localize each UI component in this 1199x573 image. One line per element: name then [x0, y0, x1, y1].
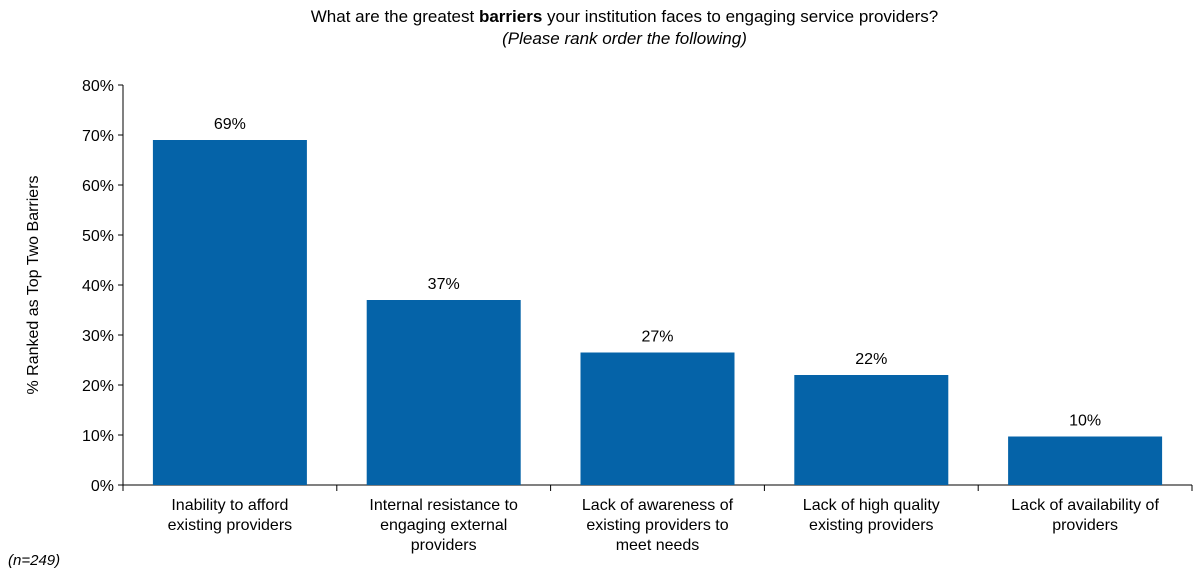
- bar: [1008, 436, 1163, 485]
- data-label: 27%: [641, 329, 673, 346]
- category-label: Lack of high quality existing providers: [803, 497, 940, 534]
- y-axis-label: % Ranked as Top Two Barriers: [25, 175, 42, 394]
- y-tick-label: 80%: [82, 78, 114, 95]
- y-tick-label: 30%: [82, 328, 114, 345]
- y-tick-label: 60%: [82, 178, 114, 195]
- data-label: 37%: [428, 276, 460, 293]
- y-tick-label: 50%: [82, 228, 114, 245]
- bar: [794, 375, 949, 485]
- data-label: 69%: [214, 116, 246, 133]
- sample-size-note: (n=249): [8, 552, 61, 569]
- data-label: 10%: [1069, 413, 1101, 430]
- category-label: Lack of awareness of existing providers t…: [582, 497, 734, 554]
- category-label: Inability to afford existing providers: [168, 497, 293, 534]
- y-tick-label: 40%: [82, 278, 114, 295]
- bar: [366, 300, 521, 485]
- y-tick-label: 70%: [82, 128, 114, 145]
- y-tick-label: 0%: [91, 478, 114, 495]
- y-tick-label: 20%: [82, 378, 114, 395]
- chart-subtitle: (Please rank order the following): [502, 29, 747, 48]
- category-label: Internal resistance to engaging external p…: [369, 497, 518, 554]
- chart-title: What are the greatest barriers your inst…: [0, 6, 1199, 50]
- category-label: Lack of availability of providers: [1011, 497, 1159, 534]
- bar: [580, 352, 735, 485]
- y-tick-label: 10%: [82, 428, 114, 445]
- bar: [152, 140, 307, 485]
- chart-title-bold: barriers: [478, 7, 543, 26]
- data-label: 22%: [855, 351, 887, 368]
